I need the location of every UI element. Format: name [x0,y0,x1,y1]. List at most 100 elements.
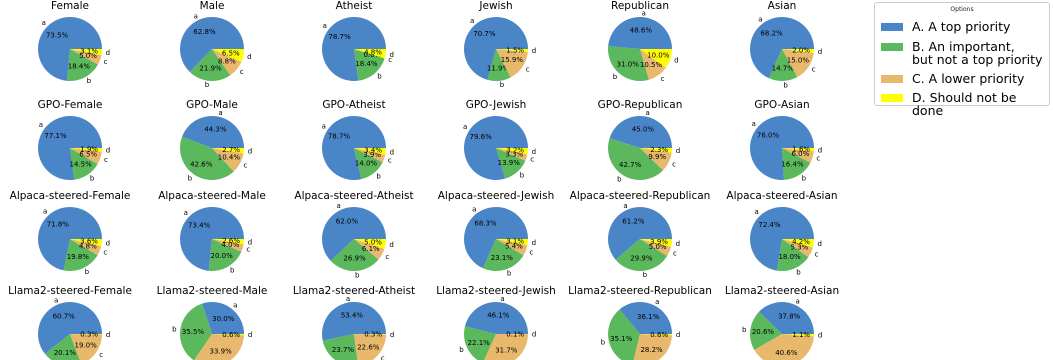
pie-slice-c [70,148,102,165]
pie-slice-d [354,334,386,335]
slice-percent-label: 11.9% [487,65,510,73]
slice-percent-label: 8.8% [218,58,236,66]
slice-percent-label: 20.6% [752,328,775,336]
slice-percent-label: 2.7% [222,146,240,154]
slice-percent-label: 45.0% [632,126,655,134]
slice-percent-label: 29.9% [630,255,653,263]
slice-key-label: d [248,331,252,339]
pie-title: Llama2-steered-Female [8,285,132,297]
pie-title: GPO-Asian [754,99,809,111]
slice-percent-label: 6.5% [222,49,240,57]
slice-percent-label: 53.4% [341,311,364,319]
pie-slice-d [354,148,386,155]
pie-title: Asian [768,0,797,12]
slice-key-label: b [742,326,747,334]
slice-key-label: a [752,120,756,128]
slice-percent-label: 0.1% [506,331,524,339]
slice-percent-label: 5.3% [791,244,809,252]
slice-percent-label: 3.1% [80,47,98,55]
slice-key-label: a [322,122,326,130]
pie-slice-d [496,239,528,246]
pie-slice-d [496,49,528,53]
pie-slice-a [759,302,814,334]
pie-slice-c [354,148,386,163]
pie-slice-c [212,239,244,252]
slice-key-label: a [470,17,474,25]
pie-slice-c [640,239,672,256]
slice-percent-label: 10.0% [647,51,670,59]
pie-chart: Alpaca-steered-Jewish a 68.3% b 23.1% c 5.4% d3… [438,190,554,278]
slice-percent-label: 18.4% [355,60,378,68]
slice-key-label: a [184,209,188,217]
slice-key-label: c [672,160,676,168]
slice-percent-label: 35.1% [610,335,633,343]
slice-percent-label: 26.9% [343,255,366,263]
slice-percent-label: 23.7% [332,346,355,354]
pie-slice-a [38,17,102,81]
pie-slice-d [782,148,814,152]
slice-percent-label: 48.6% [630,26,653,34]
pie-slice-c [782,49,814,78]
pie-slice-a [464,207,528,269]
slice-percent-label: 37.8% [778,313,801,321]
slice-percent-label: 10.4% [218,154,241,162]
slice-key-label: a [758,15,762,23]
slice-percent-label: 73.4% [188,221,211,229]
pie-slice-b [66,49,98,81]
pie-slice-c [496,148,528,161]
pie-slice-b [608,309,640,360]
slice-key-label: a [472,205,476,213]
pie-title: GPO-Female [38,99,103,111]
pie-slice-d [212,239,244,245]
pie-slice-d [212,148,244,154]
slice-key-label: d [106,240,110,248]
slice-key-label: d [818,240,822,248]
pie-title: Alpaca-steered-Female [10,190,131,202]
slice-key-label: b [172,325,177,333]
slice-percent-label: 6.5% [79,151,97,159]
slice-percent-label: 0.0% [363,51,381,59]
pie-title: Alpaca-steered-Republican [570,190,711,202]
slice-percent-label: 19.0% [75,342,98,350]
pie-slice-b [322,334,358,360]
slice-percent-label: 13.9% [498,159,521,167]
slice-key-label: c [244,162,248,170]
slice-percent-label: 22.6% [357,343,380,351]
slice-key-label: c [104,58,108,66]
pie-chart: Llama2-steered-Malea30.0%b35.5%c33.9%d0.… [157,285,267,360]
slice-percent-label: 31.7% [495,347,518,355]
slice-percent-label: 62.8% [193,28,216,36]
slice-percent-label: 33.9% [210,348,233,356]
pie-slice-b [487,49,511,81]
slice-percent-label: 3.1% [506,237,524,245]
slice-key-label: b [377,73,382,81]
slice-key-label: d [106,49,110,57]
pie-slice-b [354,49,385,81]
slice-key-label: a [646,109,650,117]
slice-percent-label: 3.6% [80,238,98,246]
slice-percent-label: 18.0% [778,253,801,261]
slice-key-label: d [389,51,393,59]
slice-percent-label: 3.9% [363,151,381,159]
slice-key-label: b [459,346,464,354]
slice-key-label: b [230,266,235,274]
slice-percent-label: 36.1% [637,313,660,321]
pie-slice-c [70,49,102,65]
slice-key-label: a [218,109,222,117]
slice-percent-label: 72.4% [758,221,781,229]
slice-percent-label: 4.8% [364,48,382,56]
pie-title: Alpaca-steered-Atheist [294,190,413,202]
slice-percent-label: 44.3% [204,126,227,134]
pie-slice-c [782,148,814,163]
pie-slice-c [212,148,244,172]
pie-slice-d [640,148,672,153]
slice-percent-label: 5.4% [505,242,523,250]
slice-key-label: a [233,302,237,310]
pie-chart: Alpaca-steered-Male a73.4% b 20.0% c 4.0% d 2.6… [158,190,266,274]
slice-percent-label: 78.7% [328,133,351,141]
slice-percent-label: 62.0% [336,218,359,226]
pie-slice-b [330,239,379,271]
pie-chart: Llama2-steered-Atheista53.4%b23.7%c22.6%… [293,285,415,360]
slice-percent-label: 0.6% [222,331,240,339]
